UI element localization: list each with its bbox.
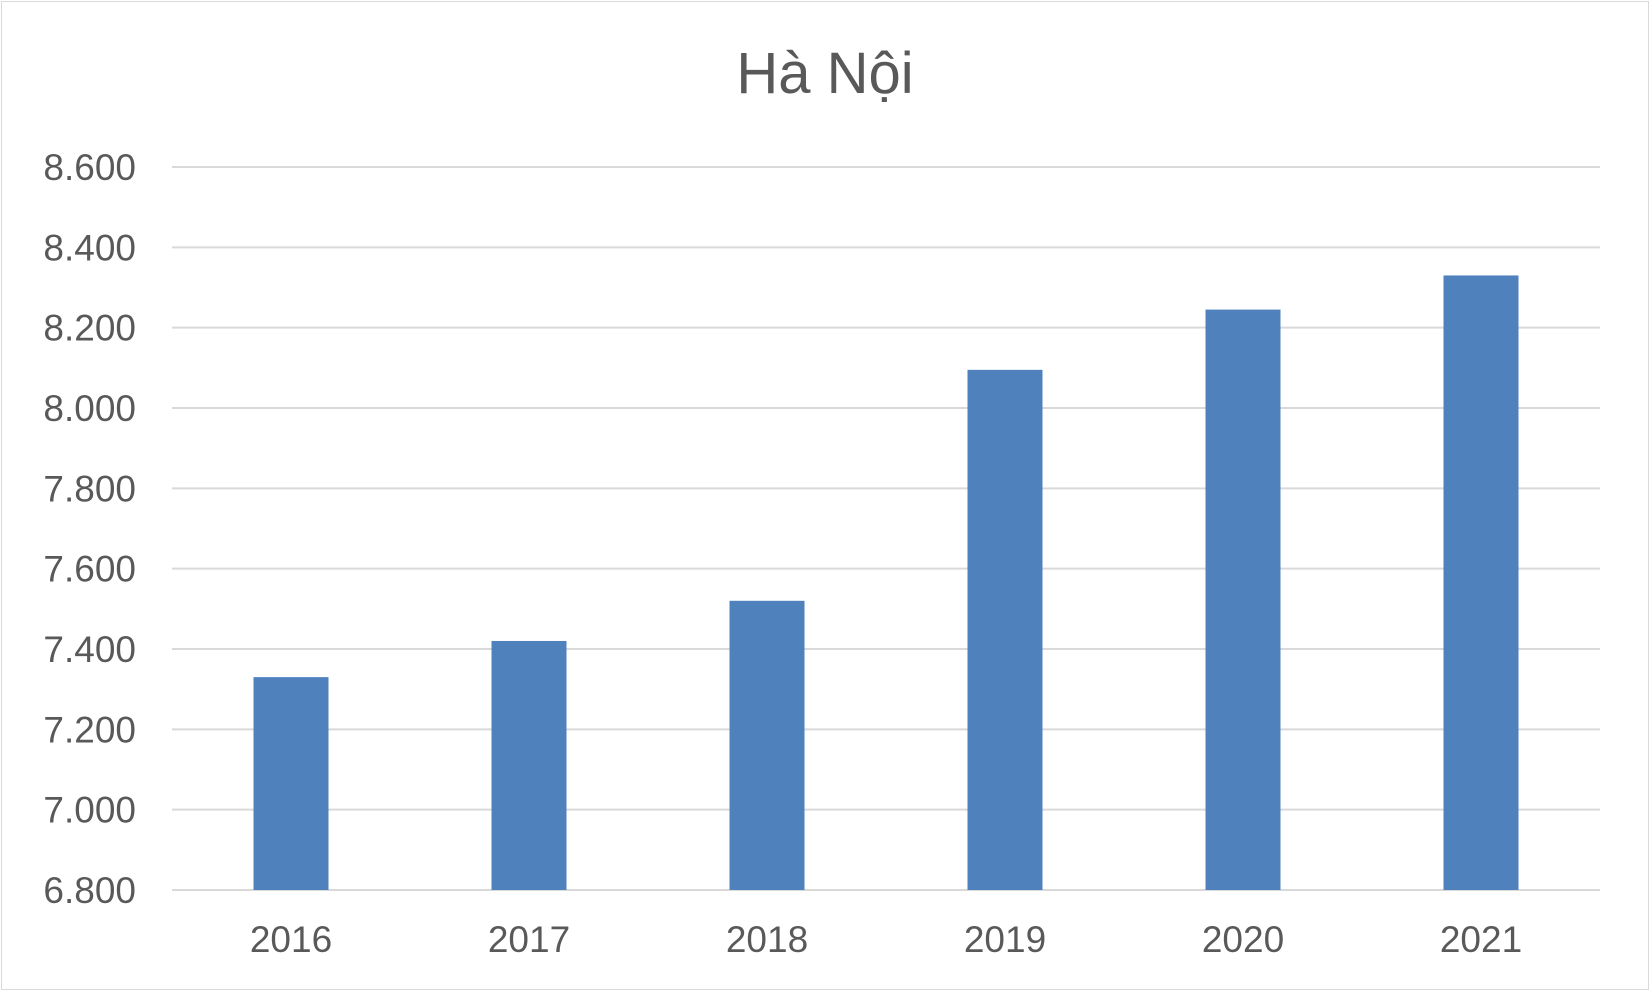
y-tick-label: 7.200 — [43, 709, 136, 750]
y-tick-label: 8.600 — [43, 147, 136, 188]
chart-title: Hà Nội — [736, 41, 914, 106]
x-axis-tick-labels: 2016 2017 2018 2019 2020 2021 — [250, 919, 1522, 960]
y-tick-label: 7.400 — [43, 629, 136, 670]
x-tick-label: 2018 — [726, 919, 808, 960]
x-tick-label: 2021 — [1440, 919, 1522, 960]
x-tick-label: 2020 — [1202, 919, 1284, 960]
bar-2019 — [967, 369, 1043, 890]
bars — [253, 275, 1519, 890]
y-tick-label: 8.000 — [43, 388, 136, 429]
y-tick-label: 8.400 — [43, 227, 136, 268]
y-tick-label: 7.800 — [43, 468, 136, 509]
y-tick-label: 7.600 — [43, 549, 136, 590]
y-axis-tick-labels: 6.800 7.000 7.200 7.400 7.600 7.800 8.000 8.200… — [43, 147, 136, 911]
x-tick-label: 2017 — [488, 919, 570, 960]
y-tick-label: 6.800 — [43, 870, 136, 911]
bar-2016 — [253, 677, 329, 890]
gridlines — [172, 166, 1600, 891]
bar-2017 — [491, 640, 567, 890]
y-tick-label: 8.200 — [43, 308, 136, 349]
bar-2021 — [1443, 275, 1519, 890]
x-tick-label: 2016 — [250, 919, 332, 960]
bar-2018 — [729, 600, 805, 890]
bar-2020 — [1205, 309, 1281, 890]
x-tick-label: 2019 — [964, 919, 1046, 960]
y-tick-label: 7.000 — [43, 790, 136, 831]
